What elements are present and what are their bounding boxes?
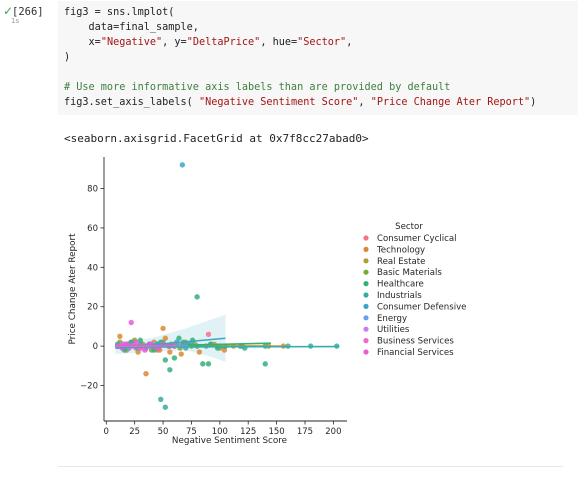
data-point — [205, 361, 212, 367]
code-editor[interactable] — [58, 1, 578, 115]
data-point — [167, 349, 173, 355]
x-axis-label: Negative Sentiment Score — [172, 436, 287, 446]
code-line: data=final_sample, — [64, 22, 199, 33]
y-tick-label: 40 — [87, 263, 98, 273]
data-point — [162, 335, 169, 341]
y-axis-label: Price Change Ater Report — [68, 233, 78, 345]
data-point — [262, 361, 268, 367]
data-point — [135, 349, 141, 355]
legend-marker — [363, 235, 369, 241]
y-tick-label: 60 — [87, 224, 98, 234]
legend-entry: Industrials — [377, 291, 422, 301]
legend-entry: Real Estate — [377, 257, 425, 267]
data-point — [143, 371, 149, 377]
code-token: , — [346, 37, 353, 48]
data-point — [137, 337, 144, 343]
x-tick-label: 150 — [268, 427, 284, 437]
code-line: # Use more informative axis labels than … — [64, 82, 450, 93]
legend-marker — [363, 326, 369, 332]
code-line: fig3.set_axis_labels( "Negative Sentimen… — [64, 97, 536, 108]
code-line: ) — [64, 52, 70, 63]
data-point — [171, 355, 178, 361]
legend-entry: Basic Materials — [377, 268, 442, 278]
data-point — [142, 347, 148, 353]
code-token: data=final_sample, — [64, 22, 199, 33]
legend-marker — [363, 292, 369, 298]
y-tick-label: 20 — [87, 303, 98, 313]
data-point — [128, 319, 134, 326]
data-point — [167, 367, 173, 373]
code-token: x= — [64, 37, 101, 48]
legend-entry: Consumer Cyclical — [377, 234, 457, 244]
legend-marker — [363, 281, 369, 287]
legend-marker — [363, 269, 369, 275]
execution-time: 1s — [11, 17, 20, 25]
code-token: , — [358, 97, 371, 108]
data-point — [200, 361, 206, 367]
legend-entry: Business Services — [377, 337, 454, 347]
data-point — [205, 331, 212, 338]
legend-entry: Financial Services — [377, 348, 454, 358]
legend-title: Sector — [395, 222, 423, 232]
data-point — [162, 404, 169, 410]
legend-entry: Technology — [376, 245, 425, 255]
data-point — [178, 351, 184, 357]
data-point — [162, 357, 169, 363]
x-tick-label: 175 — [297, 427, 313, 437]
code-line: x="Negative", y="DeltaPrice", hue="Secto… — [64, 37, 353, 48]
legend-marker — [363, 303, 369, 309]
code-line: fig3 = sns.lmplot( — [64, 7, 174, 18]
x-tick-label: 100 — [212, 427, 228, 437]
data-point — [179, 162, 186, 168]
data-point — [194, 294, 200, 300]
data-point — [158, 396, 164, 403]
x-tick-label: 75 — [186, 427, 197, 437]
legend-marker — [363, 246, 369, 252]
code-token: # Use more informative axis labels than … — [64, 82, 451, 93]
code-token: "Negative" — [100, 37, 163, 48]
legend-entry: Healthcare — [377, 280, 424, 290]
x-tick-label: 50 — [158, 427, 169, 437]
y-tick-label: −20 — [80, 382, 98, 392]
code-token: , hue= — [260, 37, 298, 48]
x-tick-label: 125 — [240, 427, 256, 437]
code-token: , y= — [162, 37, 187, 48]
output-repr: <seaborn.axisgrid.FacetGrid at 0x7f8cc27… — [64, 132, 369, 145]
legend-entry: Utilities — [377, 325, 410, 335]
code-token: "Negative Sentiment Score" — [198, 97, 359, 108]
data-point — [151, 347, 157, 353]
data-point — [160, 325, 166, 332]
x-tick-label: 25 — [129, 427, 140, 437]
success-check-icon: ✓ — [3, 4, 14, 18]
code-token: ) — [64, 52, 71, 63]
data-point — [196, 349, 203, 355]
code-token: "DeltaPrice" — [186, 37, 261, 48]
execution-count: [266] — [12, 6, 44, 18]
legend-entry: Energy — [377, 314, 407, 324]
y-tick-label: 0 — [93, 342, 98, 352]
data-point — [117, 333, 123, 339]
data-point — [133, 339, 139, 345]
code-token: ) — [530, 97, 537, 108]
code-token: "Price Change Ater Report" — [370, 97, 531, 108]
x-tick-label: 200 — [325, 427, 341, 437]
legend-entry: Consumer Defensive — [377, 302, 466, 312]
code-token: "Sector" — [297, 37, 347, 48]
regression-line — [115, 344, 173, 347]
code-token: fig3 = sns.lmplot( — [64, 7, 175, 18]
code-token: fig3.set_axis_labels( — [64, 97, 199, 108]
y-tick-label: 80 — [87, 185, 98, 195]
legend-marker — [363, 258, 369, 264]
data-point — [176, 335, 182, 341]
regression-line — [115, 345, 340, 348]
legend-marker — [363, 338, 369, 344]
x-tick-label: 0 — [104, 427, 109, 437]
cell-divider — [58, 466, 563, 467]
legend-marker — [363, 315, 369, 321]
legend-marker — [363, 349, 369, 355]
